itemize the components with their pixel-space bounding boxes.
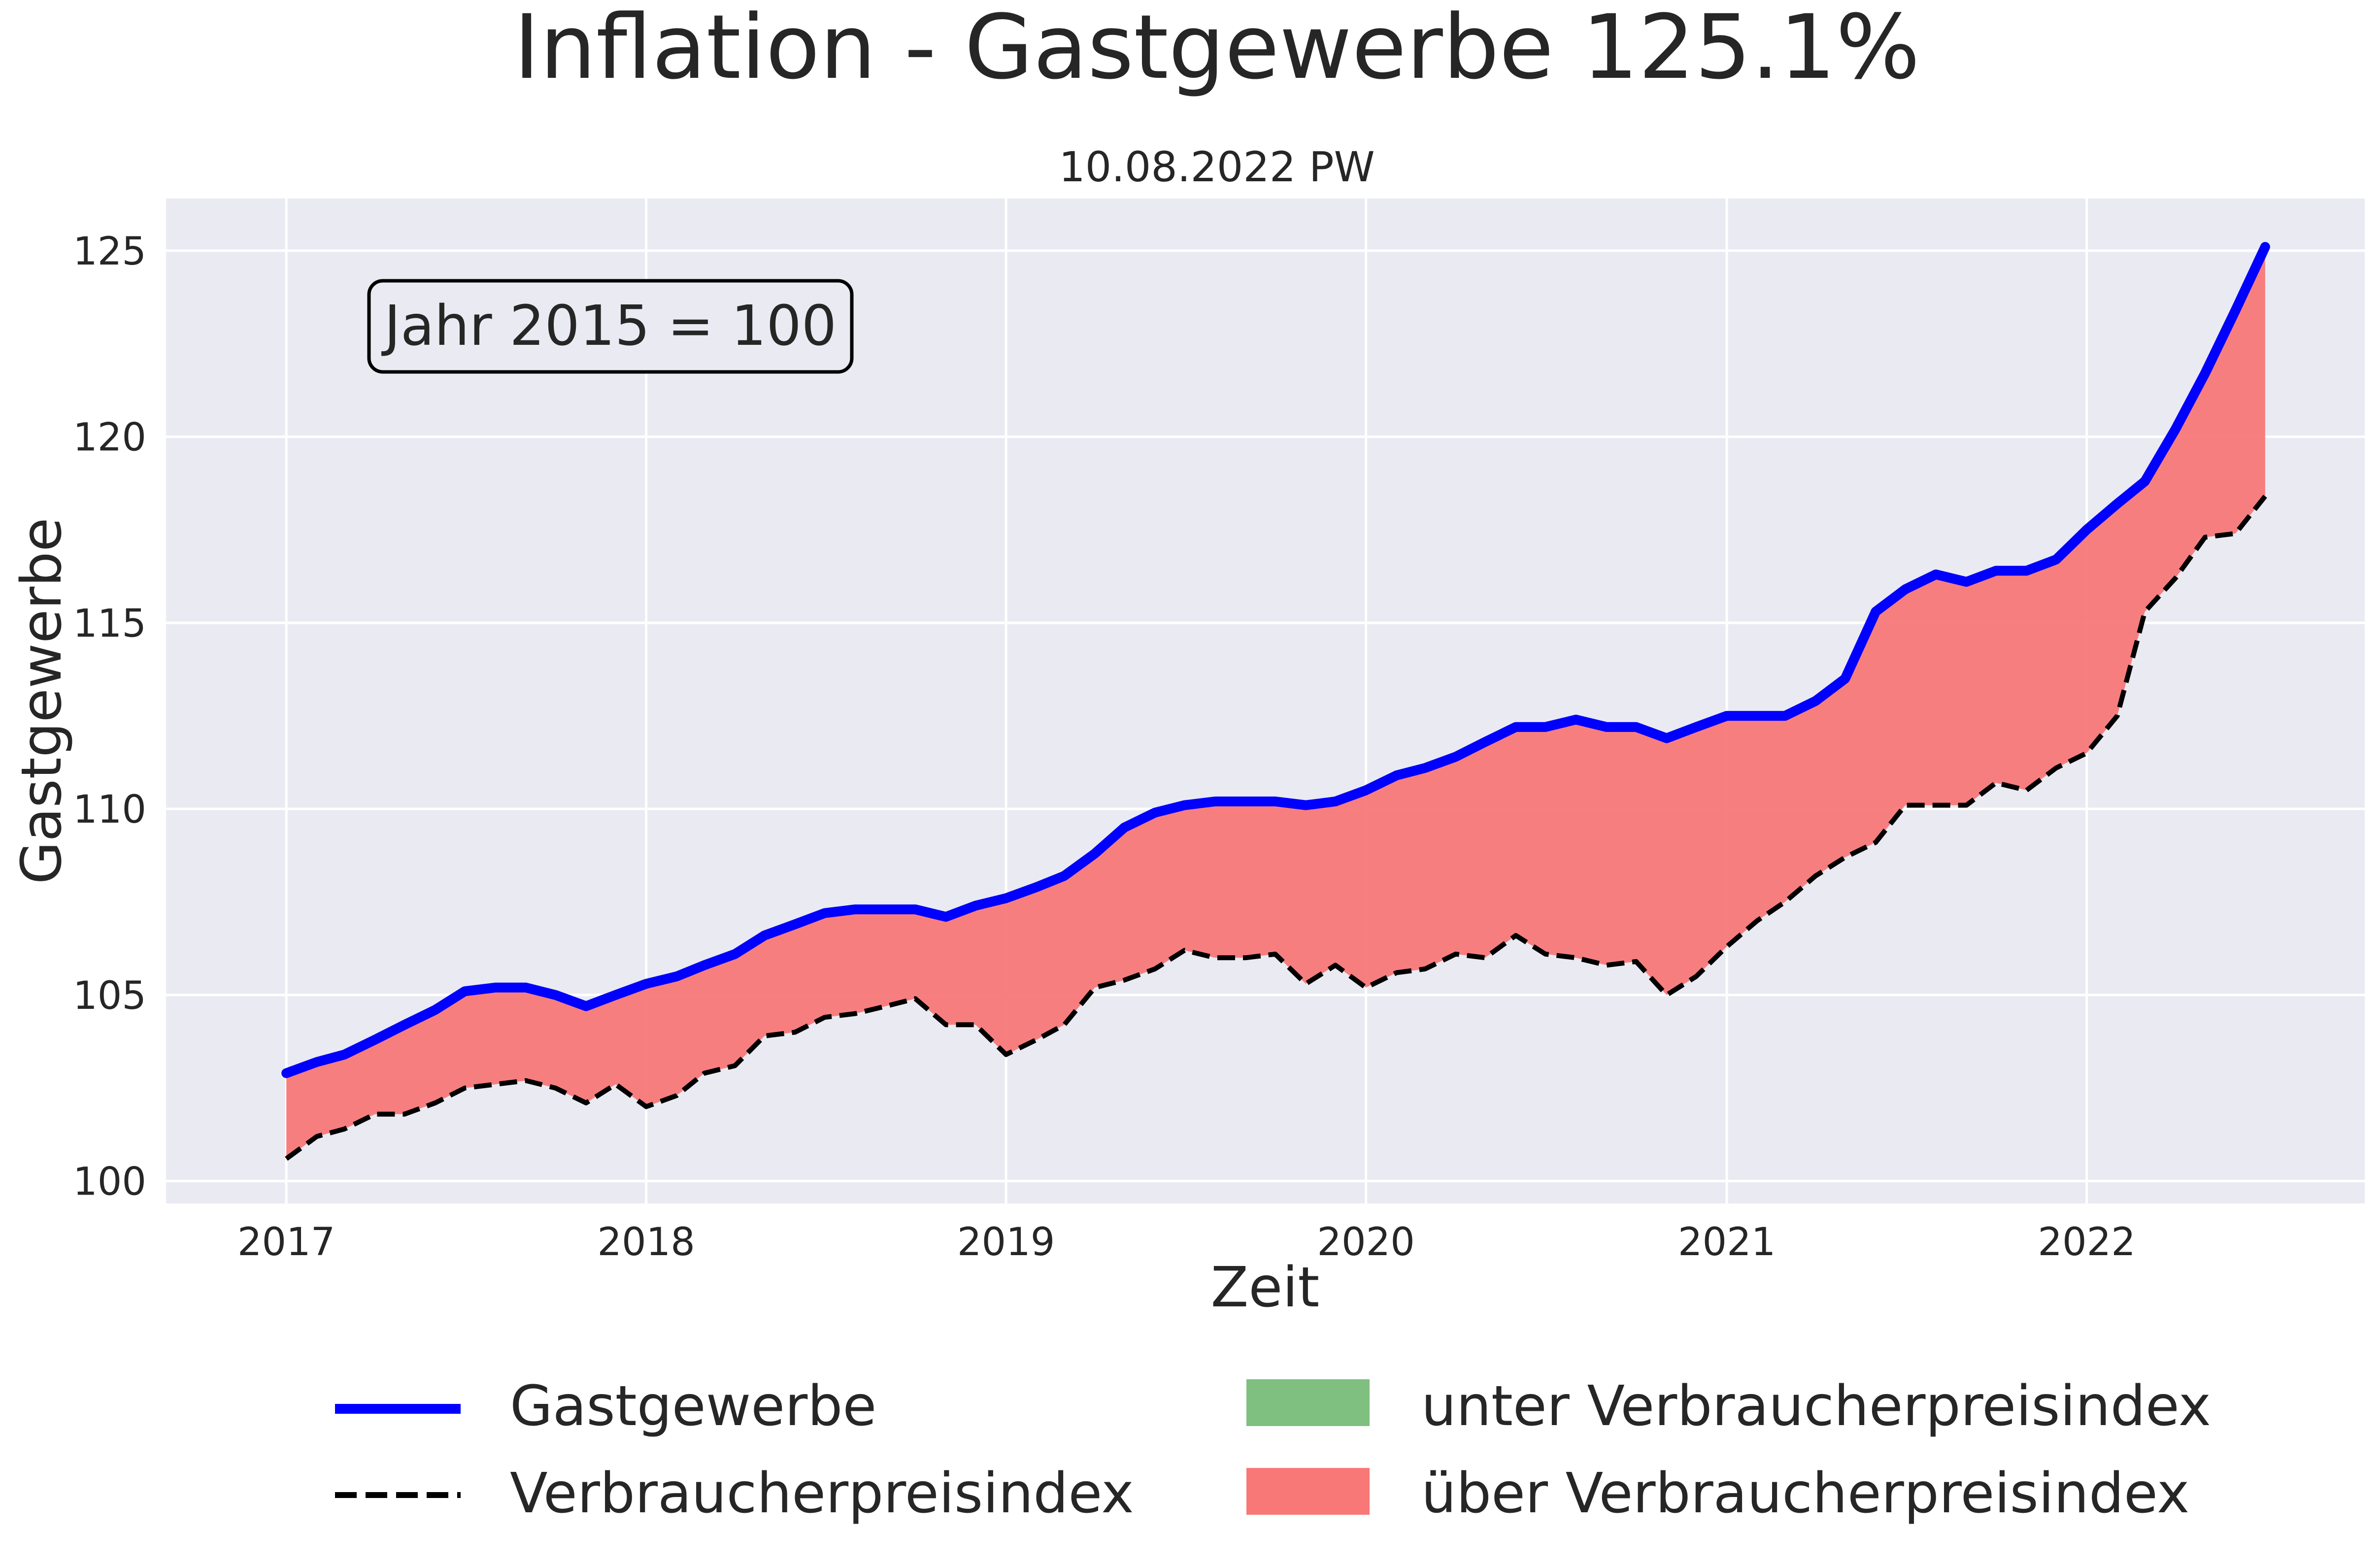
y-tick-label: 125 <box>73 230 146 274</box>
x-tick-label: 2019 <box>957 1220 1055 1265</box>
annotation-text: Jahr 2015 = 100 <box>381 294 837 358</box>
legend-label-ueber: über Verbraucherpreisindex <box>1421 1462 2189 1526</box>
annotation-box: Jahr 2015 = 100 <box>367 279 854 374</box>
legend-swatch-ueber <box>1246 1468 1370 1515</box>
chart-subtitle: 10.08.2022 PW <box>1059 143 1374 191</box>
x-axis-label: Zeit <box>1211 1256 1320 1320</box>
x-tick-label: 2022 <box>2038 1220 2136 1265</box>
series-line-verbraucherpreisindex <box>285 495 2267 1161</box>
series-lines <box>281 242 2270 1161</box>
chart-title: Inflation - Gastgewerbe 125.1% <box>514 0 1920 99</box>
legend-label-unter: unter Verbraucherpreisindex <box>1421 1374 2211 1438</box>
x-tick-label: 2020 <box>1317 1220 1415 1265</box>
legend-swatch-unter <box>1246 1379 1370 1426</box>
legend: Gastgewerbe Verbraucherpreisindex unter … <box>335 1374 2211 1526</box>
x-tick-labels: 2017 2018 2019 2020 2021 2022 <box>237 1220 2136 1265</box>
x-tick-label: 2021 <box>1678 1220 1776 1265</box>
x-tick-label: 2018 <box>597 1220 695 1265</box>
y-tick-label: 110 <box>73 788 146 832</box>
y-tick-label: 115 <box>73 601 146 646</box>
y-tick-label: 105 <box>73 974 146 1018</box>
y-tick-labels: 100 105 110 115 120 125 <box>73 230 146 1204</box>
y-axis-label: Gastgewerbe <box>10 518 74 884</box>
y-tick-label: 100 <box>73 1160 146 1204</box>
legend-label-verbraucherpreisindex: Verbraucherpreisindex <box>510 1462 1134 1526</box>
y-tick-label: 120 <box>73 416 146 460</box>
x-tick-label: 2017 <box>237 1220 335 1265</box>
series-line-gastgewerbe <box>281 242 2270 1078</box>
legend-label-gastgewerbe: Gastgewerbe <box>510 1374 876 1438</box>
